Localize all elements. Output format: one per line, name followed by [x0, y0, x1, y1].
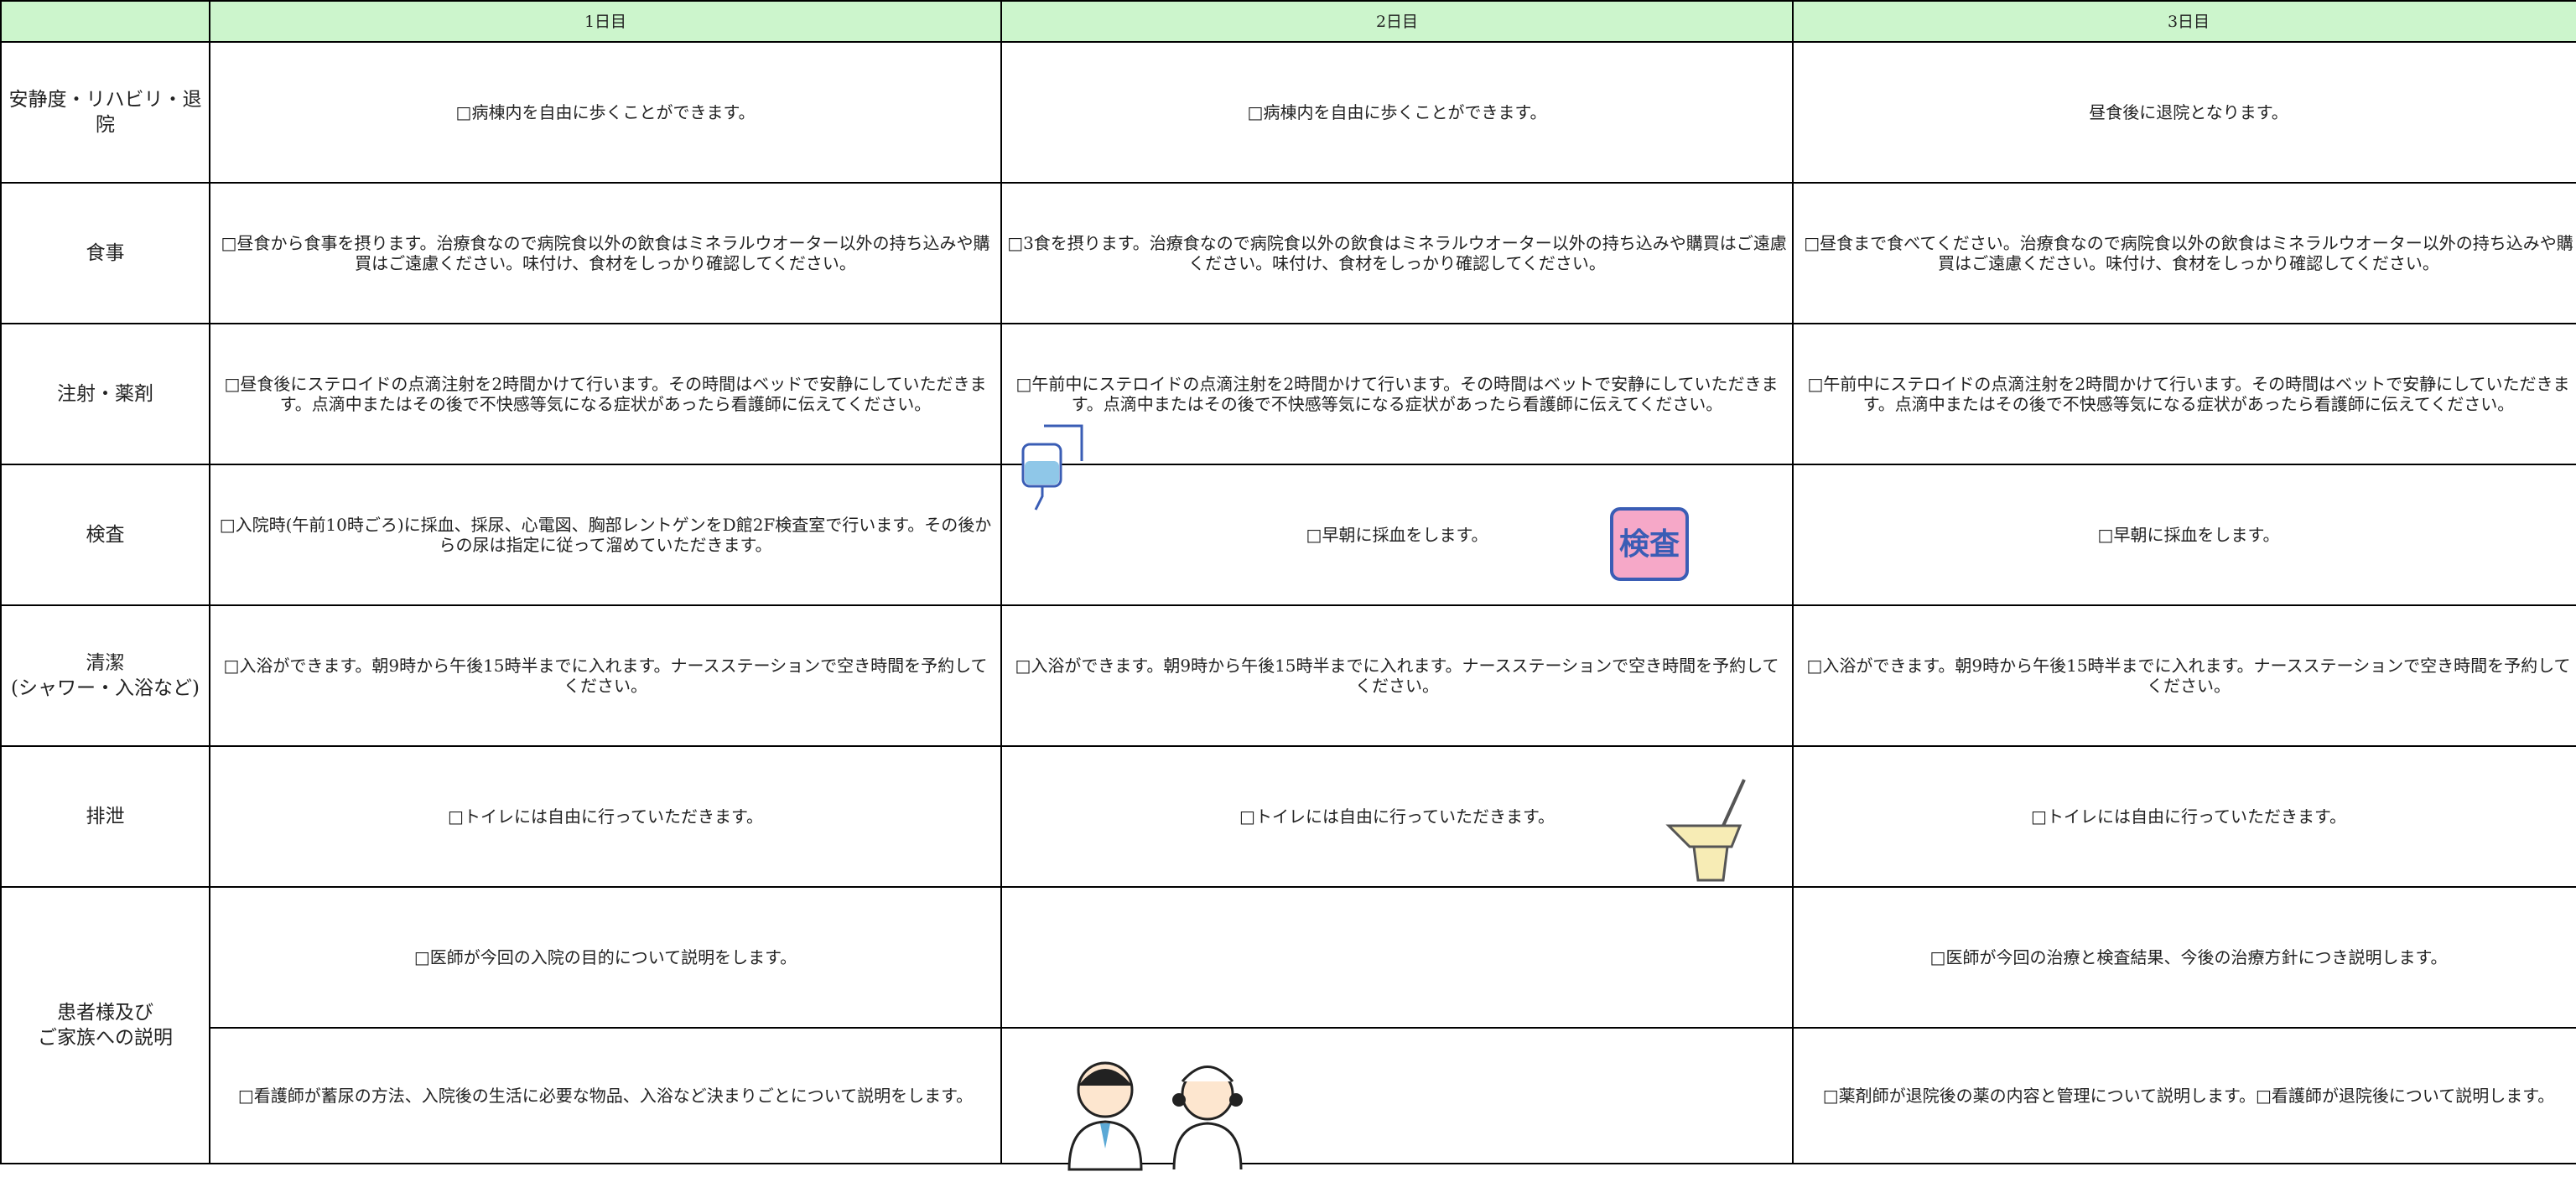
- explanation-row: □看護師が蓄尿の方法、入院後の生活に必要な物品、入浴など決まりごとについて説明を…: [1, 1027, 2576, 1164]
- schedule-row: 検査 □入院時(午前10時ごろ)に採血、採尿、心電図、胸部レントゲンをD館2F検査…: [0, 464, 2576, 606]
- row-label: 排泄: [0, 745, 210, 888]
- schedule-row: 安静度・リハビリ・退院 □病棟内を自由に歩くことができます。 □病棟内を自由に歩くこ…: [0, 41, 2576, 184]
- schedule-cell: □トイレには自由に行っていただきます。: [209, 745, 1002, 888]
- exam-stamp-icon: 検査: [1610, 507, 1689, 581]
- schedule-cell: □入浴ができます。朝9時から午後15時半までに入れます。ナースステーションで空き…: [1792, 604, 2576, 747]
- schedule-cell: □午前中にステロイドの点滴注射を2時間かけて行います。その時間はベットで安静にし…: [1792, 323, 2576, 465]
- row-label: 検査: [0, 464, 210, 606]
- schedule-cell: □午前中にステロイドの点滴注射を2時間かけて行います。その時間はベットで安静にし…: [1000, 323, 1794, 465]
- schedule-cell: □トイレには自由に行っていただきます。: [1792, 745, 2576, 888]
- day-header: 3日目: [1792, 0, 2576, 43]
- schedule-cell: □3食を摂ります。治療食なので病院食以外の飲食はミネラルウオーター以外の持ち込み…: [1000, 182, 1794, 324]
- schedule-cell: □昼食から食事を摂ります。治療食なので病院食以外の飲食はミネラルウオーター以外の…: [209, 182, 1002, 324]
- row-label: 注射・薬剤: [0, 323, 210, 465]
- schedule-cell: □昼食後にステロイドの点滴注射を2時間かけて行います。その時間はベッドで安静にし…: [209, 323, 1002, 465]
- schedule-cell: □薬剤師が退院後の薬の内容と管理について説明します。□看護師が退院後について説明…: [1792, 1027, 2576, 1164]
- doctor-nurse-icon: [1067, 1061, 1243, 1171]
- day-header: 1日目: [209, 0, 1002, 43]
- row-label: 食事: [0, 182, 210, 324]
- schedule-row: 食事 □昼食から食事を摂ります。治療食なので病院食以外の飲食はミネラルウオーター以…: [0, 182, 2576, 324]
- header-corner: [0, 0, 210, 43]
- schedule-cell: □トイレには自由に行っていただきます。: [1000, 745, 1794, 888]
- schedule-cell: □昼食まで食べてください。治療食なので病院食以外の飲食はミネラルウオーター以外の…: [1792, 182, 2576, 324]
- exam-stamp-text: 検査: [1619, 527, 1680, 562]
- schedule-row: 清潔 (シャワー・入浴など) □入浴ができます。朝9時から午後15時半までに入れま…: [0, 604, 2576, 747]
- schedule-cell: □医師が今回の入院の目的について説明をします。: [209, 886, 1002, 1029]
- schedule-row: 注射・薬剤 □昼食後にステロイドの点滴注射を2時間かけて行います。その時間はベッド…: [0, 323, 2576, 465]
- schedule-cell: □早朝に採血をします。: [1792, 464, 2576, 606]
- schedule-cell: □入院時(午前10時ごろ)に採血、採尿、心電図、胸部レントゲンをD館2F検査室で…: [209, 464, 1002, 606]
- schedule-cell: □入浴ができます。朝9時から午後15時半までに入れます。ナースステーションで空き…: [1000, 604, 1794, 747]
- row-label: 患者様及び ご家族への説明: [0, 886, 210, 1164]
- row-label: 安静度・リハビリ・退院: [0, 41, 210, 184]
- schedule-cell: 昼食後に退院となります。: [1792, 41, 2576, 184]
- schedule-cell: □入浴ができます。朝9時から午後15時半までに入れます。ナースステーションで空き…: [209, 604, 1002, 747]
- drip-icon: [1021, 424, 1083, 511]
- row-label: 清潔 (シャワー・入浴など): [0, 604, 210, 747]
- schedule-cell: □病棟内を自由に歩くことができます。: [1000, 41, 1794, 184]
- explanation-row: 患者様及び ご家族への説明 □医師が今回の入院の目的について説明をします。 □医師が…: [0, 886, 2576, 1164]
- schedule-cell: [1000, 886, 1794, 1029]
- day-header: 2日目: [1000, 0, 1794, 43]
- schedule-cell: □病棟内を自由に歩くことができます。: [209, 41, 1002, 184]
- schedule-cell: □医師が今回の治療と検査結果、今後の治療方針につき説明します。: [1792, 886, 2576, 1029]
- schedule-row: 排泄 □トイレには自由に行っていただきます。 □トイレには自由に行っていただきます。…: [0, 745, 2576, 888]
- header-row: 1日目 2日目 3日目: [0, 0, 2576, 43]
- schedule-cell: □看護師が蓄尿の方法、入院後の生活に必要な物品、入浴など決まりごとについて説明を…: [209, 1027, 1002, 1164]
- toilet-icon: [1665, 779, 1746, 882]
